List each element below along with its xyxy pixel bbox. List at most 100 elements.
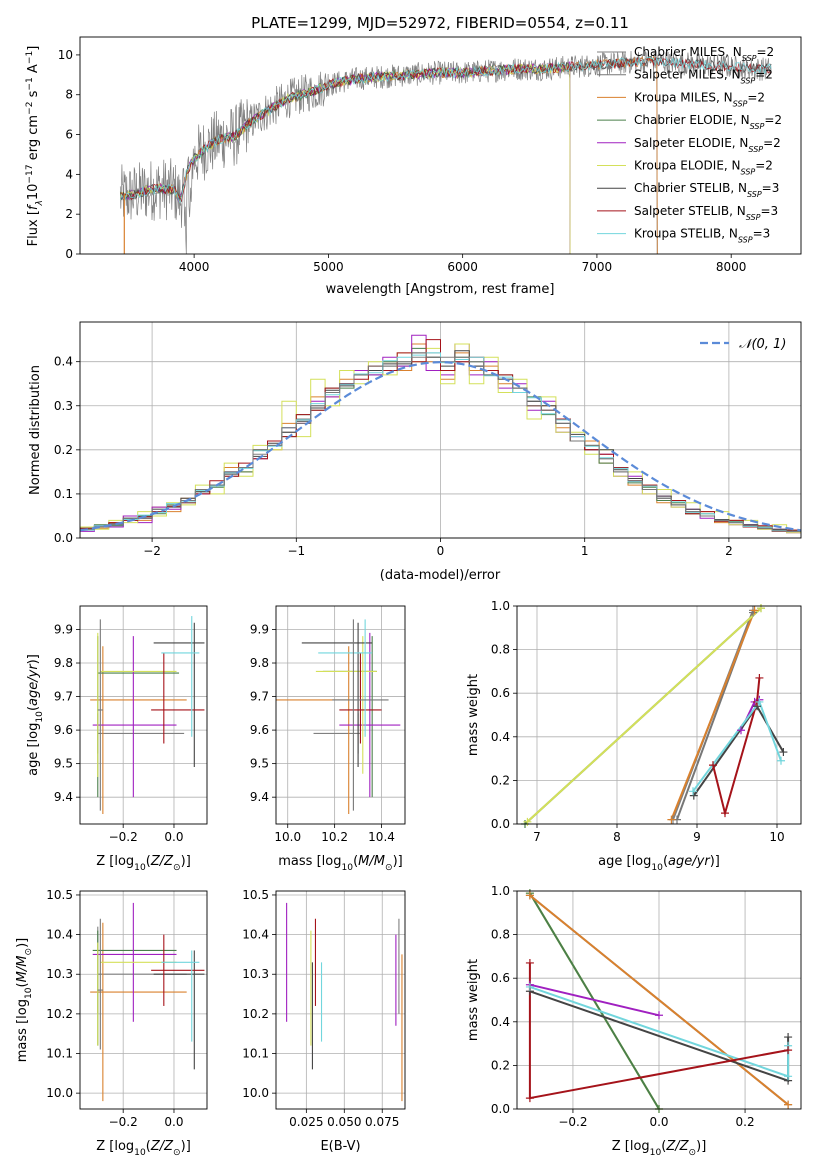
weight-marker — [750, 606, 759, 615]
weight-marker — [525, 982, 534, 991]
y-tick-label: 9.6 — [250, 723, 269, 737]
weight-marker — [689, 787, 697, 796]
legend-label: Chabrier ELODIE, NSSP=2 — [634, 113, 782, 131]
legend-label: Salpeter ELODIE, NSSP=2 — [634, 136, 781, 154]
legend-label: Chabrier MILES, NSSP=2 — [634, 45, 774, 63]
weight-marker — [667, 815, 676, 824]
weight-line — [526, 607, 762, 823]
y-tick-label: 0.2 — [491, 773, 510, 787]
mass-vs-ebv-panel: 0.025 0.050 0.075 10.0 10.1 10.2 10.3 10.4 10.5 E… — [242, 888, 406, 1154]
x-tick-label: −1 — [287, 544, 305, 558]
y-tick-label: 0.1 — [54, 487, 73, 501]
x-tick-label: 0.2 — [736, 1115, 755, 1129]
mass-vs-Z-panel: −0.2 0.0 10.0 10.1 10.2 10.3 10.4 10.5 Z [log10(… — [15, 888, 208, 1158]
x-axis-label: Z [log10(Z/Z⊙)] — [96, 854, 191, 873]
x-tick-label: 1 — [581, 544, 589, 558]
y-tick-label: 10.3 — [242, 967, 269, 981]
weight-marker — [784, 1072, 793, 1081]
y-tick-label: 10.0 — [242, 1086, 269, 1100]
y-tick-label: 10.2 — [242, 1007, 269, 1021]
y-tick-label: 10.5 — [242, 888, 269, 902]
model-line — [120, 57, 772, 203]
legend-label: Salpeter MILES, NSSP=2 — [634, 68, 773, 86]
legend-label: Kroupa STELIB, NSSP=3 — [634, 227, 770, 245]
plot-area — [524, 607, 785, 824]
model-line — [119, 62, 571, 254]
y-tick-label: 0.0 — [491, 1102, 510, 1116]
y-tick-label: 9.8 — [54, 656, 73, 670]
x-tick-label: 4000 — [179, 260, 210, 274]
x-tick-label: 6000 — [447, 260, 478, 274]
y-axis-label: age [log10(age/yr)] — [26, 654, 45, 776]
y-tick-label: 1.0 — [491, 599, 510, 613]
y-tick-label: 0.0 — [491, 817, 510, 831]
y-tick-label: 0.4 — [54, 355, 73, 369]
axes-frame — [79, 36, 802, 255]
y-tick-label: 9.9 — [54, 622, 73, 636]
x-tick-label: −0.2 — [109, 1115, 138, 1129]
weight-line — [529, 983, 660, 1017]
axes-frame — [516, 890, 802, 1110]
y-tick-label: 9.8 — [250, 656, 269, 670]
x-tick-label: 2 — [725, 544, 733, 558]
x-axis-label: Z [log10(Z/Z⊙)] — [612, 1139, 707, 1158]
x-tick-label: 0 — [437, 544, 445, 558]
y-tick-label: 9.9 — [250, 622, 269, 636]
x-tick-label: 9 — [693, 830, 701, 844]
plot-area — [90, 616, 205, 814]
y-tick-label: 10.1 — [242, 1047, 269, 1061]
y-tick-label: 10.1 — [46, 1047, 73, 1061]
y-tick-label: 9.5 — [54, 757, 73, 771]
x-tick-label: 0.0 — [164, 830, 183, 844]
legend-label: 𝒩(0, 1) — [739, 337, 786, 352]
x-tick-label: 10.0 — [274, 830, 301, 844]
weight-marker — [755, 673, 764, 682]
y-axis-label: mass [log10(M/M⊙)] — [15, 938, 34, 1062]
weight-marker — [525, 958, 534, 967]
y-tick-label: 0.8 — [491, 643, 510, 657]
y-tick-label: 9.7 — [54, 690, 73, 704]
x-tick-label: 0.0 — [649, 1115, 668, 1129]
y-tick-label: 0.0 — [54, 531, 73, 545]
axes-frame — [275, 890, 406, 1110]
weight-marker — [779, 748, 788, 757]
weight-marker — [784, 1046, 793, 1055]
x-tick-label: 8000 — [716, 260, 747, 274]
model-line — [120, 61, 571, 254]
x-axis-label: (data-model)/error — [380, 568, 501, 583]
weight-line — [529, 892, 660, 1109]
gaussian-curve — [80, 360, 801, 532]
weight-line — [670, 610, 756, 820]
y-tick-label: 9.4 — [54, 790, 73, 804]
plot-area — [276, 619, 401, 814]
x-tick-label: 7 — [533, 830, 541, 844]
y-tick-label: 10.4 — [242, 928, 269, 942]
x-tick-label: −0.2 — [558, 1115, 587, 1129]
weight-marker — [655, 1011, 663, 1020]
weight-marker — [755, 697, 764, 706]
x-tick-label: 0.050 — [327, 1115, 361, 1129]
x-tick-label: −0.2 — [109, 830, 138, 844]
model-line — [120, 55, 772, 201]
y-axis-label: mass weight — [466, 674, 481, 756]
x-tick-label: 7000 — [582, 260, 613, 274]
y-tick-label: 9.6 — [54, 723, 73, 737]
x-tick-label: 5000 — [313, 260, 344, 274]
weight-line — [692, 704, 785, 797]
y-tick-label: 10.4 — [46, 928, 73, 942]
weight-marker — [721, 809, 729, 818]
x-tick-label: 10 — [769, 830, 784, 844]
x-tick-label: 0.075 — [365, 1115, 399, 1129]
x-axis-label: wavelength [Angstrom, rest frame] — [326, 282, 555, 297]
axes-frame — [79, 605, 208, 825]
y-tick-label: 0 — [65, 247, 73, 261]
legend-label: Kroupa ELODIE, NSSP=2 — [634, 159, 773, 177]
x-tick-label: 0.0 — [164, 1115, 183, 1129]
x-tick-label: −2 — [143, 544, 161, 558]
y-tick-label: 0.2 — [491, 1058, 510, 1072]
legend-label: Salpeter STELIB, NSSP=3 — [634, 204, 778, 222]
y-tick-label: 0.4 — [491, 1015, 510, 1029]
x-tick-label: 10.2 — [321, 830, 348, 844]
legend-label: Chabrier STELIB, NSSP=3 — [634, 181, 779, 199]
